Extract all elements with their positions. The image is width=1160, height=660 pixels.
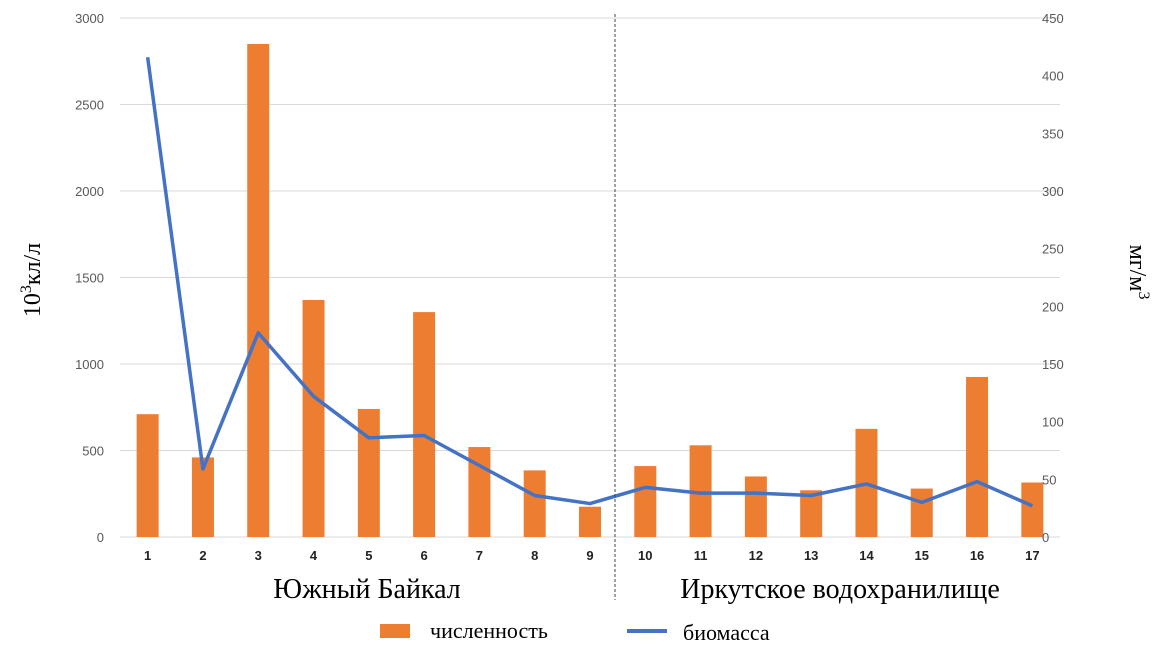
gridlines xyxy=(120,17,1060,538)
x-axis-ticks: 1 2 3 4 5 6 7 8 9 10 11 12 13 14 15 16 17 xyxy=(144,548,1040,563)
bar xyxy=(302,299,325,537)
y-left-tick-label: 500 xyxy=(82,444,104,459)
x-tick-label: 14 xyxy=(859,548,874,563)
x-tick-label: 17 xyxy=(1025,548,1039,563)
bar xyxy=(136,414,159,537)
bar xyxy=(689,445,712,537)
y-right-tick-label: 200 xyxy=(1042,299,1064,314)
legend: численность биомасса xyxy=(380,618,770,645)
right-axis-ticks: 0 50 100 150 200 250 300 350 400 450 xyxy=(1042,11,1064,545)
bar xyxy=(966,376,989,537)
y-right-tick-label: 350 xyxy=(1042,126,1064,141)
legend-label-line: биомасса xyxy=(683,620,770,645)
y-axis-right-label: мг/м3 xyxy=(1124,245,1152,300)
x-tick-label: 9 xyxy=(586,548,593,563)
y-left-tick-label: 3000 xyxy=(75,11,104,26)
x-tick-label: 5 xyxy=(365,548,372,563)
x-tick-label: 4 xyxy=(310,548,318,563)
y-right-tick-label: 250 xyxy=(1042,242,1064,257)
legend-label-bar: численность xyxy=(430,618,548,643)
bar xyxy=(1021,482,1044,537)
bar xyxy=(800,490,823,537)
y-left-tick-label: 1500 xyxy=(75,271,104,286)
bar xyxy=(247,43,270,537)
y-left-tick-label: 2000 xyxy=(75,184,104,199)
line-series xyxy=(145,56,1034,508)
bar xyxy=(579,506,601,537)
y-right-tick-label: 0 xyxy=(1042,530,1049,545)
bar xyxy=(744,476,767,537)
x-tick-label: 6 xyxy=(421,548,428,563)
y-left-tick-label: 1000 xyxy=(75,357,104,372)
y-left-tick-label: 0 xyxy=(97,530,104,545)
bar xyxy=(357,408,380,537)
y-right-tick-label: 300 xyxy=(1042,184,1064,199)
x-tick-label: 13 xyxy=(804,548,818,563)
bar xyxy=(191,457,214,537)
x-tick-label: 3 xyxy=(255,548,262,563)
bars xyxy=(136,43,1044,537)
left-axis-ticks: 0 500 1000 1500 2000 2500 3000 xyxy=(75,11,104,545)
y-axis-left-label: 103кл/л xyxy=(18,243,46,317)
group-label-south-baikal: Южный Байкал xyxy=(273,574,461,605)
x-tick-label: 2 xyxy=(199,548,206,563)
y-right-tick-label: 150 xyxy=(1042,357,1064,372)
x-tick-label: 16 xyxy=(970,548,984,563)
y-left-tick-label: 2500 xyxy=(75,98,104,113)
x-tick-label: 8 xyxy=(531,548,538,563)
bar xyxy=(634,466,657,537)
x-tick-label: 12 xyxy=(749,548,763,563)
x-tick-label: 15 xyxy=(915,548,929,563)
bar xyxy=(523,470,546,537)
x-tick-label: 10 xyxy=(638,548,652,563)
group-label-irkutsk-reservoir: Иркутское водохранилище xyxy=(680,574,1000,605)
y-right-tick-label: 450 xyxy=(1042,11,1064,26)
y-right-tick-label: 400 xyxy=(1042,69,1064,84)
y-right-tick-label: 100 xyxy=(1042,415,1064,430)
x-tick-label: 11 xyxy=(694,548,708,563)
bar xyxy=(910,488,933,537)
x-tick-label: 7 xyxy=(476,548,483,563)
bar xyxy=(413,312,436,537)
y-right-tick-label: 50 xyxy=(1042,472,1056,487)
biomass-line xyxy=(145,56,1034,508)
x-tick-label: 1 xyxy=(144,548,151,563)
legend-swatch-bar xyxy=(380,624,410,638)
